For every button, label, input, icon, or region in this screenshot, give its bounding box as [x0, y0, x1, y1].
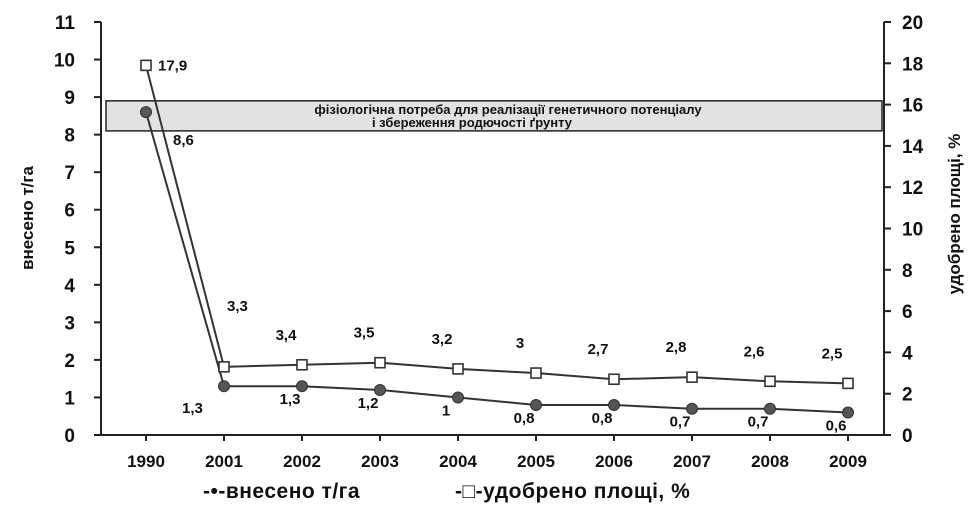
data-point-square [296, 358, 308, 371]
right-axis-title: удобрено площі, % [945, 134, 964, 295]
data-point-square [764, 375, 776, 388]
right-axis-tick-label: 6 [902, 302, 913, 323]
data-label-fertilized-area: 3 [516, 335, 524, 352]
data-label-fertilized-area: 2,7 [588, 341, 609, 358]
data-label-fertilized-area: 3,5 [354, 325, 375, 342]
right-axis-tick-label: 12 [902, 178, 923, 199]
data-label-fertilized-area: 17,9 [158, 57, 187, 74]
right-axis-tick-label: 16 [902, 96, 923, 117]
x-axis-tick-label: 2001 [205, 452, 243, 471]
reference-band-label-line2: і збереження родючості ґрунту [372, 115, 573, 130]
reference-band: фізіологічна потреба для реалізації гене… [105, 100, 883, 132]
left-axis-tick-label: 3 [64, 313, 75, 334]
left-axis-tick-label: 7 [64, 163, 75, 184]
data-point-circle [842, 406, 854, 419]
data-label-fertilized-area: 3,2 [432, 331, 453, 348]
series-line-fertilized-area [145, 65, 849, 385]
data-label-internal-weight: 1,3 [182, 400, 203, 417]
right-axis-tick-label: 14 [902, 137, 924, 158]
left-axis-tick-label: 10 [54, 51, 75, 72]
data-label-internal-weight: 8,6 [173, 132, 194, 149]
x-axis-tick-label: 2004 [439, 452, 477, 471]
data-label-internal-weight: 0,6 [826, 417, 847, 434]
right-axis-tick-label: 4 [902, 343, 913, 364]
data-point-square [842, 377, 854, 390]
x-axis-tick-label: 2003 [361, 452, 399, 471]
data-point-circle [530, 398, 542, 411]
reference-band-rect [105, 100, 883, 132]
legend-item-internal-weight: -•-внесено т/га [203, 480, 360, 503]
right-axis-tick-label: 0 [902, 426, 913, 447]
left-axis-tick-label: 9 [64, 88, 75, 109]
data-point-square [140, 59, 152, 72]
x-axis-tick-label: 2002 [283, 452, 321, 471]
left-axis-tick-label: 6 [64, 201, 75, 222]
x-axis-tick-label: 2009 [829, 452, 867, 471]
data-label-fertilized-area: 3,3 [227, 298, 248, 315]
left-axis-tick-label: 0 [64, 426, 75, 447]
right-axis-tick-label: 18 [902, 54, 923, 75]
left-axis-title: внесено т/га [18, 166, 37, 270]
data-point-circle [296, 380, 308, 393]
right-axis-tick-label: 10 [902, 220, 923, 241]
data-point-circle [764, 402, 776, 415]
left-axis-tick-label: 4 [64, 276, 75, 297]
x-axis-tick-label: 2006 [595, 452, 633, 471]
data-label-fertilized-area: 2,8 [666, 339, 687, 356]
data-label-internal-weight: 1,3 [280, 391, 301, 408]
data-label-internal-weight: 0,8 [592, 410, 613, 427]
data-point-circle [140, 106, 152, 119]
data-point-circle [608, 398, 620, 411]
data-point-circle [374, 383, 386, 396]
legend-item-fertilized-area: -□-удобрено площі, % [455, 480, 690, 503]
data-label-internal-weight: 0,7 [748, 414, 769, 431]
data-label-internal-weight: 0,7 [670, 414, 691, 431]
right-axis-tick-label: 2 [902, 385, 913, 406]
left-axis-tick-label: 5 [64, 238, 75, 259]
data-point-square [608, 373, 620, 386]
right-axis-tick-label: 20 [902, 13, 923, 34]
series-line-internal-weight [145, 111, 849, 414]
x-axis-tick-label: 2007 [673, 452, 711, 471]
data-label-fertilized-area: 2,6 [744, 343, 765, 360]
left-axis-tick-label: 8 [64, 126, 75, 147]
data-label-fertilized-area: 3,4 [276, 327, 298, 344]
data-point-circle [218, 380, 230, 393]
data-point-square [452, 363, 464, 375]
series [140, 59, 854, 419]
data-label-internal-weight: 1,2 [358, 395, 379, 412]
data-label-internal-weight: 1 [442, 402, 450, 419]
reference-band-label-line1: фізіологічна потреба для реалізації гене… [314, 102, 702, 117]
data-point-square [218, 361, 230, 373]
left-axis-tick-label: 11 [55, 13, 76, 34]
data-point-circle [686, 402, 698, 415]
x-axis-tick-label: 2008 [751, 452, 789, 471]
right-axis-tick-label: 8 [902, 261, 913, 282]
data-point-square [686, 371, 698, 383]
data-point-square [374, 356, 386, 369]
left-axis-tick-label: 2 [64, 351, 75, 372]
data-label-internal-weight: 0,8 [514, 410, 535, 427]
x-axis-tick-label: 1990 [127, 452, 165, 471]
data-point-square [530, 367, 542, 379]
x-axis-tick-label: 2005 [517, 452, 555, 471]
data-labels: 8,6 1,3 1,3 1,2 1 0,8 0,8 0,7 0,7 0,6 17,9 3,3 3,4 3,… [158, 57, 846, 434]
data-label-fertilized-area: 2,5 [822, 345, 843, 362]
left-axis-tick-label: 1 [64, 388, 75, 409]
legend: -•-внесено т/га -□-удобрено площі, % [203, 480, 690, 503]
data-point-circle [452, 391, 464, 404]
